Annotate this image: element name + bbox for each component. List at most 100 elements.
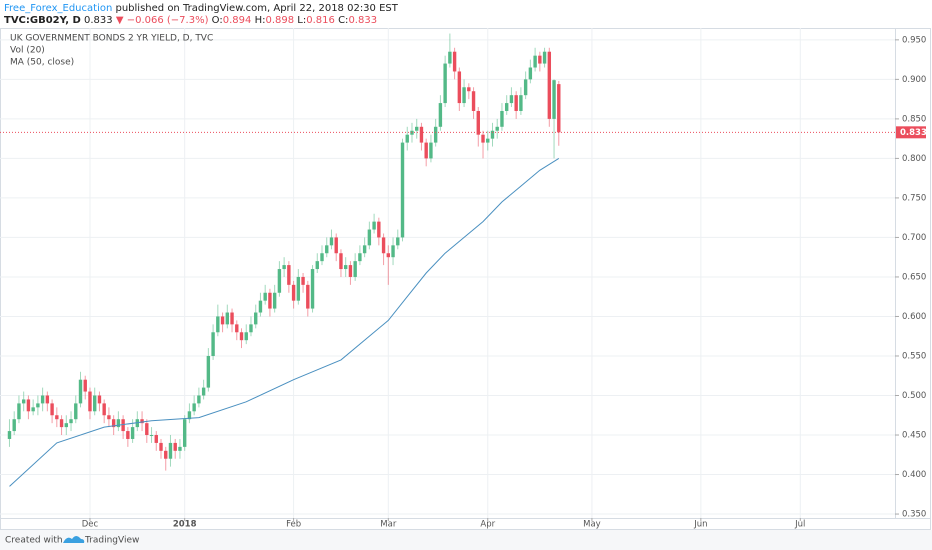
candle-body — [12, 419, 16, 432]
candle-body — [457, 71, 462, 104]
candle-body — [358, 253, 362, 262]
h-label: H: — [255, 15, 266, 26]
candle-body — [282, 265, 286, 270]
candle-body — [121, 419, 125, 432]
footer-created: Created with — [5, 536, 63, 546]
candle-body — [481, 134, 485, 143]
candle-body — [26, 399, 31, 412]
candle-body — [343, 265, 348, 270]
candle-body — [301, 276, 305, 285]
candle-body — [547, 51, 552, 119]
candle-body — [353, 261, 357, 277]
candle-body — [476, 110, 480, 135]
candle-body — [93, 395, 97, 412]
candle-body — [263, 292, 267, 301]
candle-body — [495, 126, 499, 131]
candle-body — [552, 80, 556, 119]
o-value: 0.894 — [223, 15, 252, 26]
candle-body — [102, 403, 106, 416]
candle-body — [230, 312, 234, 325]
candle-body — [386, 253, 391, 258]
candle-body — [504, 103, 509, 111]
candle-body — [7, 431, 12, 439]
candle-body — [50, 403, 54, 416]
candle-body — [325, 245, 329, 254]
brand-logo — [63, 536, 85, 543]
candle-body — [486, 138, 490, 143]
candle-body — [216, 316, 220, 333]
footer-brand[interactable]: TradingView — [84, 536, 139, 546]
last-price-box — [896, 126, 926, 139]
y-tick-label: 0.600 — [902, 312, 926, 322]
candle-body — [509, 95, 514, 104]
header-line: Free_Forex_Education published on Tradin… — [4, 3, 399, 14]
y-tick-label: 0.850 — [902, 114, 926, 124]
candle-body — [130, 427, 135, 439]
candle-body — [78, 379, 83, 404]
candle-body — [192, 403, 196, 412]
x-tick-label: Mar — [380, 520, 397, 530]
candle-body — [74, 403, 78, 420]
last-price-label: 0.833 — [900, 128, 927, 138]
candle-body — [334, 237, 338, 254]
x-tick-label: Dec — [82, 520, 99, 530]
legend-vol: Vol (20) — [10, 46, 45, 56]
candle-body — [126, 431, 130, 439]
candle-body — [462, 87, 466, 104]
candle-body — [159, 442, 163, 451]
candle-body — [405, 134, 409, 143]
candle-body — [111, 419, 116, 428]
chart-title: UK GOVERNMENT BONDS 2 YR YIELD, D, TVC — [10, 34, 213, 44]
ma-line — [9, 157, 560, 487]
candle-body — [329, 237, 334, 246]
candle-body — [45, 395, 50, 404]
candle-body — [372, 221, 376, 230]
candle-body — [396, 237, 400, 246]
candle-body — [145, 423, 149, 436]
author[interactable]: Free_Forex_Education — [4, 3, 112, 14]
x-tick-label: May — [583, 520, 601, 530]
candle-body — [69, 419, 73, 424]
l-value: 0.816 — [306, 15, 335, 26]
candle-body — [291, 284, 296, 301]
candle-body — [107, 415, 111, 420]
y-tick-label: 0.500 — [902, 391, 926, 401]
candle-body — [362, 245, 367, 254]
candle-body — [467, 87, 471, 92]
h-value: 0.898 — [265, 15, 294, 26]
published: published on TradingView.com, April 22, … — [116, 3, 399, 14]
candle-body — [433, 126, 438, 143]
candle-body — [500, 110, 504, 127]
plot: 0.350 0.400 0.450 0.500 0.550 0.600 0.650 0.700… — [0, 28, 926, 530]
candle-body — [391, 245, 395, 258]
x-tick-label: Apr — [480, 520, 495, 530]
candle-body — [36, 403, 40, 408]
candle-body — [40, 395, 45, 404]
candle-body — [523, 79, 528, 96]
candle-body — [287, 265, 291, 285]
candle-body — [225, 312, 230, 325]
candle-body — [272, 292, 277, 309]
candle-body — [528, 67, 533, 80]
change: ▼ −0.066 (−7.3%) — [116, 15, 209, 26]
o-label: O: — [212, 15, 223, 26]
candle-body — [367, 229, 372, 246]
y-tick-label: 0.350 — [902, 510, 926, 520]
candle-body — [415, 126, 419, 131]
footer — [0, 530, 932, 550]
x-tick-label: 2018 — [173, 520, 197, 530]
candle-body — [178, 446, 182, 451]
candle-body — [64, 423, 68, 428]
candle-body — [339, 253, 343, 270]
chart-frame — [0, 28, 931, 530]
candle-body — [140, 419, 144, 424]
candle-body — [173, 442, 177, 451]
candle-body — [164, 450, 168, 459]
candle-body — [542, 51, 547, 64]
candle-body — [249, 324, 253, 333]
candle-body — [277, 269, 282, 293]
candle-body — [239, 332, 244, 341]
c-value: 0.833 — [348, 15, 377, 26]
